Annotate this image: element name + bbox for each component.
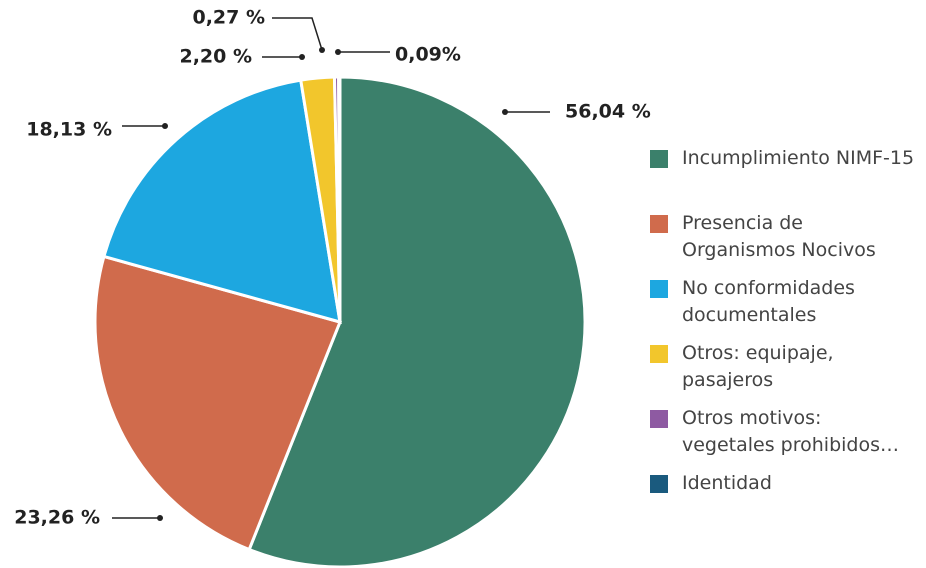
legend-swatch: [650, 215, 668, 233]
leader-dot: [319, 47, 325, 53]
slice: [93, 254, 343, 552]
legend: Incumplimiento NIMF-15 Presencia de Organ…: [650, 145, 920, 535]
leader-dot: [299, 54, 305, 60]
data-label: 23,26 %: [14, 507, 100, 529]
data-label: 0,09%: [395, 44, 461, 66]
leader-dot: [162, 123, 168, 129]
legend-swatch: [650, 280, 668, 298]
data-label: 56,04 %: [565, 101, 651, 123]
slice: [102, 78, 342, 325]
slice: [247, 75, 587, 568]
legend-label: No conformidades documentales: [682, 277, 855, 326]
data-label: 18,13 %: [26, 119, 112, 141]
data-label: 0,27 %: [192, 7, 265, 29]
slice: [337, 75, 342, 323]
legend-item: Presencia de Organismos Nocivos: [650, 210, 920, 275]
legend-swatch: [650, 345, 668, 363]
legend-label: Identidad: [682, 472, 772, 494]
legend-item: Otros: equipaje, pasajeros: [650, 340, 920, 405]
legend-label: Presencia de Organismos Nocivos: [682, 212, 876, 261]
data-label: 2,20 %: [179, 46, 252, 68]
legend-item: No conformidades documentales: [650, 275, 920, 340]
legend-label: Otros: equipaje, pasajeros: [682, 342, 834, 391]
leader-dot: [502, 109, 508, 115]
legend-item: Otros motivos: vegetales prohibidos…: [650, 405, 920, 470]
legend-label: Otros motivos: vegetales prohibidos…: [682, 407, 900, 456]
legend-swatch: [650, 475, 668, 493]
leader-dot: [335, 49, 341, 55]
leader-line: [272, 17, 323, 51]
legend-item: Identidad: [650, 470, 920, 535]
legend-swatch: [650, 410, 668, 428]
legend-swatch: [650, 150, 668, 168]
legend-label: Incumplimiento NIMF-15: [682, 147, 915, 169]
leader-dot: [157, 515, 163, 521]
legend-item: Incumplimiento NIMF-15: [650, 145, 920, 210]
